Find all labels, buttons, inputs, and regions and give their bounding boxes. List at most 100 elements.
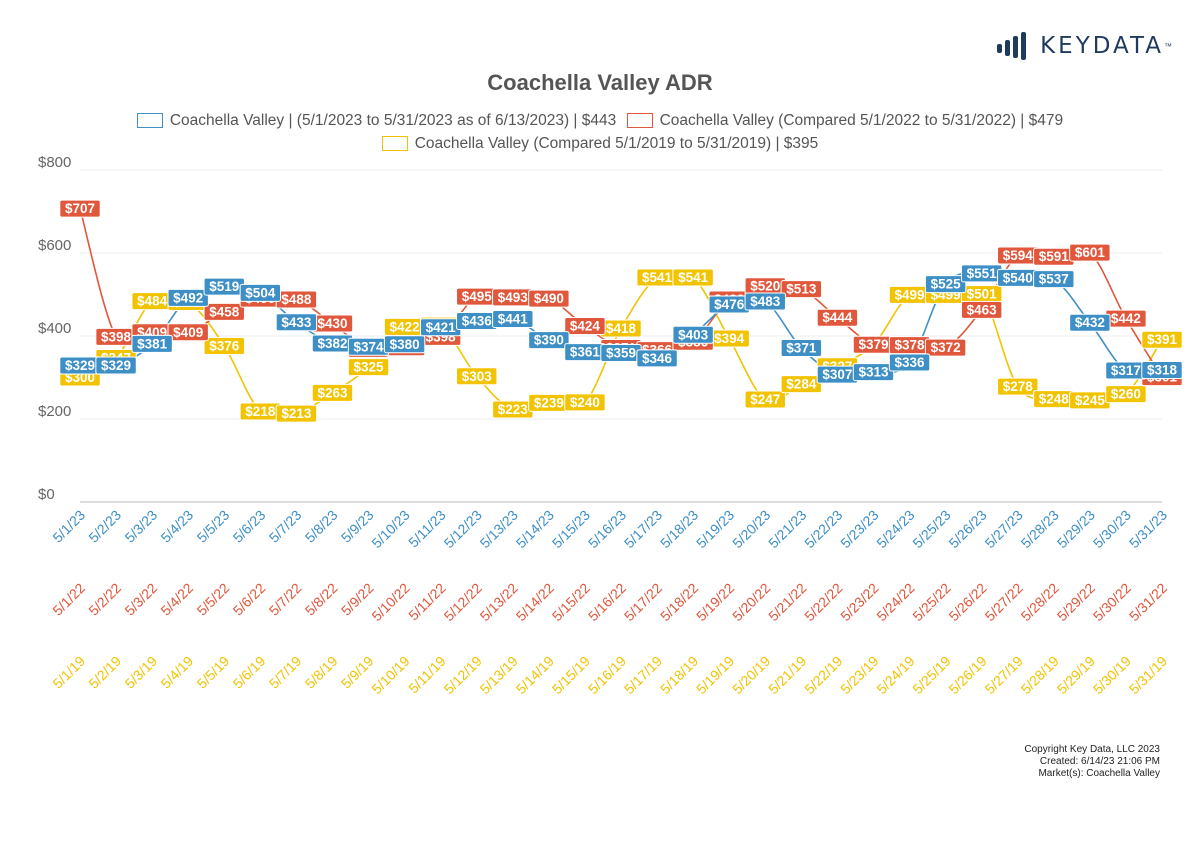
data-label: $391: [1147, 332, 1178, 347]
keydata-logo: KEYDATA ™: [997, 30, 1172, 62]
legend-label-2023: Coachella Valley | (5/1/2023 to 5/31/202…: [169, 112, 617, 129]
data-label: $463: [967, 302, 998, 317]
data-label: $403: [678, 327, 709, 342]
x-tick-label: 5/19/23: [693, 507, 737, 551]
data-label: $371: [786, 341, 817, 356]
x-tick-label: 5/1/23: [49, 507, 88, 546]
x-tick-label: 5/29/19: [1054, 653, 1098, 697]
x-tick-label: 5/18/22: [657, 580, 701, 624]
data-label: $441: [498, 311, 529, 326]
data-label: $513: [786, 282, 817, 297]
market-text: Market(s): Coachella Valley: [1038, 768, 1160, 779]
legend-item-2022[interactable]: Coachella Valley (Compared 5/1/2022 to 5…: [626, 109, 1064, 132]
x-tick-label: 5/28/19: [1018, 653, 1062, 697]
data-label: $379: [858, 337, 888, 352]
data-label: $382: [317, 336, 347, 351]
y-tick-label: $200: [38, 403, 71, 420]
x-tick-label: 5/15/22: [549, 580, 593, 624]
x-tick-label: 5/23/22: [837, 580, 881, 624]
data-label: $433: [281, 315, 312, 330]
data-label-box: [203, 336, 245, 355]
data-label-box: [1069, 243, 1111, 262]
data-label-box: [383, 335, 426, 354]
data-label-box: [672, 325, 714, 344]
data-label: $520: [750, 279, 780, 294]
x-tick-label: 5/23/23: [837, 507, 881, 551]
x-tick-label: 5/31/22: [1126, 580, 1170, 624]
x-tick-label: 5/12/19: [441, 653, 485, 697]
legend-swatch-2023: [136, 113, 163, 128]
x-tick-label: 5/12/22: [441, 580, 485, 624]
data-label: $247: [750, 392, 780, 407]
x-tick-label: 5/2/22: [85, 580, 124, 619]
x-tick-label: 5/22/22: [801, 580, 845, 624]
data-label-box: [131, 334, 173, 353]
x-tick-label: 5/28/23: [1018, 507, 1062, 551]
y-tick-label: $400: [38, 320, 71, 337]
data-label: $284: [786, 377, 817, 392]
x-tick-label: 5/31/23: [1126, 507, 1170, 551]
data-label-box: [1141, 330, 1183, 349]
logo-wordmark: KEYDATA: [1040, 33, 1164, 59]
x-tick-label: 5/26/22: [945, 580, 989, 624]
data-label: $380: [390, 337, 420, 352]
x-tick-label: 5/31/19: [1126, 653, 1170, 697]
data-label: $409: [173, 325, 203, 340]
x-tick-label: 5/1/22: [49, 580, 88, 619]
x-tick-label: 5/4/23: [157, 507, 196, 546]
data-label-box: [852, 363, 895, 382]
x-tick-label: 5/18/19: [657, 653, 701, 697]
data-label-box: [347, 358, 390, 377]
x-tick-label: 5/14/22: [513, 580, 557, 624]
y-tick-label: $600: [38, 237, 71, 254]
data-label: $432: [1075, 315, 1105, 330]
data-label-box: [1033, 270, 1075, 289]
x-tick-label: 5/6/22: [230, 580, 269, 619]
data-label: $245: [1075, 393, 1106, 408]
footer-credits: Copyright Key Data, LLC 2023 Created: 6/…: [1024, 744, 1160, 780]
legend-label-2022: Coachella Valley (Compared 5/1/2022 to 5…: [659, 112, 1064, 129]
data-label: $493: [498, 290, 529, 305]
x-tick-label: 5/23/19: [837, 653, 881, 697]
data-label: $504: [245, 285, 276, 300]
data-label: $601: [1075, 245, 1106, 260]
x-tick-label: 5/6/23: [230, 507, 269, 546]
x-tick-label: 5/27/22: [982, 580, 1026, 624]
data-label-box: [960, 300, 1003, 319]
data-label: $594: [1003, 248, 1034, 263]
data-label: $346: [642, 351, 673, 366]
x-tick-label: 5/7/22: [266, 580, 305, 619]
data-label: $537: [1039, 272, 1069, 287]
x-tick-label: 5/8/19: [302, 653, 341, 692]
legend-item-2019[interactable]: Coachella Valley (Compared 5/1/2019 to 5…: [381, 132, 818, 155]
x-tick-label: 5/25/19: [909, 653, 953, 697]
data-label: $263: [317, 385, 348, 400]
data-label: $490: [534, 291, 564, 306]
data-label: $378: [895, 338, 926, 353]
data-label-box: [924, 275, 967, 294]
data-label-box: [275, 404, 318, 423]
x-tick-label: 5/30/19: [1090, 653, 1134, 697]
data-label-box: [816, 308, 859, 327]
data-label-box: [564, 317, 606, 336]
data-label: $418: [606, 321, 637, 336]
y-tick-label: $0: [38, 486, 55, 503]
x-tick-label: 5/24/19: [873, 653, 917, 697]
legend-item-2023[interactable]: Coachella Valley | (5/1/2023 to 5/31/202…: [136, 109, 617, 132]
data-label-box: [744, 292, 786, 311]
x-tick-label: 5/3/19: [121, 653, 160, 692]
data-label: $488: [281, 292, 312, 307]
x-tick-label: 5/11/19: [405, 653, 449, 697]
x-tick-label: 5/29/22: [1054, 580, 1098, 624]
data-label-box: [167, 323, 209, 342]
created-timestamp: Created: 6/14/23 21:06 PM: [1039, 756, 1160, 767]
data-label: $325: [354, 360, 385, 375]
data-label: $213: [281, 406, 312, 421]
x-tick-label: 5/16/23: [585, 507, 629, 551]
data-label: $303: [462, 369, 493, 384]
x-tick-label: 5/29/23: [1054, 507, 1098, 551]
x-tick-label: 5/21/19: [765, 653, 809, 697]
x-tick-label: 5/26/23: [945, 507, 989, 551]
data-label-box: [239, 283, 282, 302]
data-label: $329: [65, 358, 95, 373]
